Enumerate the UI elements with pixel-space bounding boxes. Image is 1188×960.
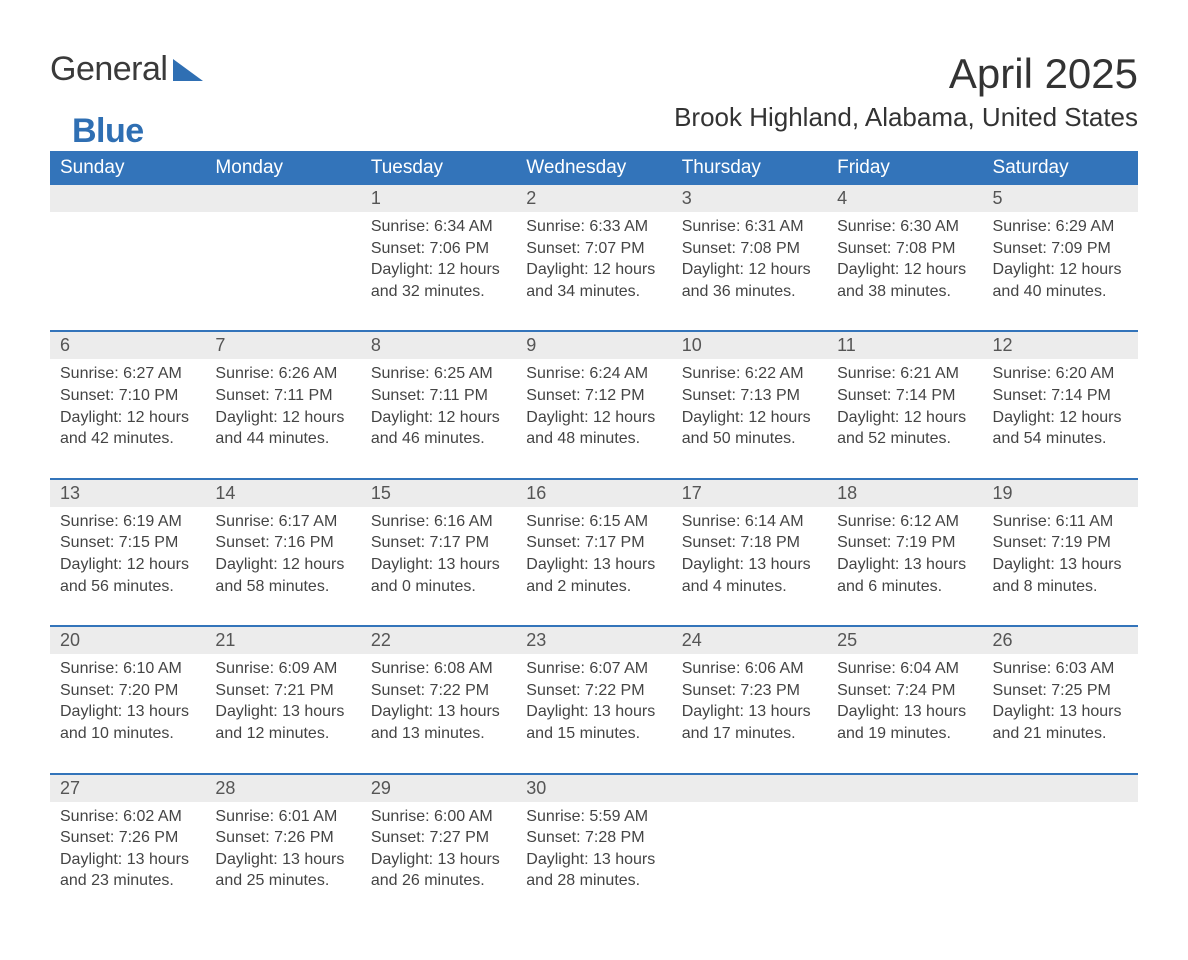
day-detail-cell [983,802,1138,920]
day-detail-cell: Sunrise: 6:21 AMSunset: 7:14 PMDaylight:… [827,359,982,478]
day-detail-cell: Sunrise: 6:34 AMSunset: 7:06 PMDaylight:… [361,212,516,331]
header: General April 2025 [50,50,1138,98]
day-detail-cell: Sunrise: 6:15 AMSunset: 7:17 PMDaylight:… [516,507,671,626]
day-number-row: 27282930 [50,775,1138,802]
day-detail-cell: Sunrise: 6:07 AMSunset: 7:22 PMDaylight:… [516,654,671,773]
day-detail-cell: Sunrise: 5:59 AMSunset: 7:28 PMDaylight:… [516,802,671,920]
day-number-cell: 27 [50,775,205,802]
day-number-cell: 15 [361,480,516,507]
day-number-cell: 18 [827,480,982,507]
day-number-cell: 17 [672,480,827,507]
day-number-cell: 23 [516,627,671,654]
day-detail-cell: Sunrise: 6:20 AMSunset: 7:14 PMDaylight:… [983,359,1138,478]
day-number-cell: 4 [827,185,982,212]
weekday-header: Monday [205,151,360,185]
day-detail-cell: Sunrise: 6:27 AMSunset: 7:10 PMDaylight:… [50,359,205,478]
day-detail-row: Sunrise: 6:10 AMSunset: 7:20 PMDaylight:… [50,654,1138,773]
day-detail-row: Sunrise: 6:27 AMSunset: 7:10 PMDaylight:… [50,359,1138,478]
day-number-cell [827,775,982,802]
weekday-header: Sunday [50,151,205,185]
day-detail-cell: Sunrise: 6:08 AMSunset: 7:22 PMDaylight:… [361,654,516,773]
day-number-cell [983,775,1138,802]
weekday-header: Thursday [672,151,827,185]
day-detail-cell: Sunrise: 6:00 AMSunset: 7:27 PMDaylight:… [361,802,516,920]
day-detail-cell: Sunrise: 6:19 AMSunset: 7:15 PMDaylight:… [50,507,205,626]
day-detail-cell: Sunrise: 6:11 AMSunset: 7:19 PMDaylight:… [983,507,1138,626]
day-detail-cell [205,212,360,331]
day-detail-cell: Sunrise: 6:16 AMSunset: 7:17 PMDaylight:… [361,507,516,626]
day-detail-cell: Sunrise: 6:31 AMSunset: 7:08 PMDaylight:… [672,212,827,331]
weekday-header: Friday [827,151,982,185]
day-number-row: 13141516171819 [50,480,1138,507]
day-detail-cell: Sunrise: 6:26 AMSunset: 7:11 PMDaylight:… [205,359,360,478]
day-number-cell [50,185,205,212]
day-number-cell: 1 [361,185,516,212]
day-number-cell: 19 [983,480,1138,507]
day-number-cell: 14 [205,480,360,507]
weekday-header: Saturday [983,151,1138,185]
day-detail-cell: Sunrise: 6:24 AMSunset: 7:12 PMDaylight:… [516,359,671,478]
day-detail-cell: Sunrise: 6:17 AMSunset: 7:16 PMDaylight:… [205,507,360,626]
day-number-row: 20212223242526 [50,627,1138,654]
day-detail-cell: Sunrise: 6:22 AMSunset: 7:13 PMDaylight:… [672,359,827,478]
calendar-table: Sunday Monday Tuesday Wednesday Thursday… [50,151,1138,920]
day-number-cell [205,185,360,212]
day-number-cell: 22 [361,627,516,654]
logo-text-blue: Blue [72,112,144,151]
day-detail-cell: Sunrise: 6:03 AMSunset: 7:25 PMDaylight:… [983,654,1138,773]
day-number-cell: 10 [672,332,827,359]
weekday-header: Tuesday [361,151,516,185]
weekday-header-row: Sunday Monday Tuesday Wednesday Thursday… [50,151,1138,185]
day-number-cell: 12 [983,332,1138,359]
day-number-cell: 28 [205,775,360,802]
logo-text-general: General [50,50,167,89]
day-detail-cell: Sunrise: 6:14 AMSunset: 7:18 PMDaylight:… [672,507,827,626]
day-detail-cell: Sunrise: 6:30 AMSunset: 7:08 PMDaylight:… [827,212,982,331]
day-number-cell: 25 [827,627,982,654]
day-number-cell: 30 [516,775,671,802]
day-number-cell: 6 [50,332,205,359]
day-detail-cell: Sunrise: 6:29 AMSunset: 7:09 PMDaylight:… [983,212,1138,331]
day-detail-row: Sunrise: 6:34 AMSunset: 7:06 PMDaylight:… [50,212,1138,331]
logo-triangle-icon [173,59,203,81]
day-detail-cell [672,802,827,920]
day-detail-cell: Sunrise: 6:02 AMSunset: 7:26 PMDaylight:… [50,802,205,920]
day-number-cell: 5 [983,185,1138,212]
day-detail-cell: Sunrise: 6:10 AMSunset: 7:20 PMDaylight:… [50,654,205,773]
day-detail-cell: Sunrise: 6:12 AMSunset: 7:19 PMDaylight:… [827,507,982,626]
day-number-cell: 20 [50,627,205,654]
day-number-cell: 7 [205,332,360,359]
page-title: April 2025 [949,50,1138,98]
day-number-cell [672,775,827,802]
day-number-row: 6789101112 [50,332,1138,359]
day-number-cell: 24 [672,627,827,654]
day-number-row: 12345 [50,185,1138,212]
day-detail-row: Sunrise: 6:02 AMSunset: 7:26 PMDaylight:… [50,802,1138,920]
day-detail-cell: Sunrise: 6:06 AMSunset: 7:23 PMDaylight:… [672,654,827,773]
brand-logo: General [50,50,203,89]
day-number-cell: 29 [361,775,516,802]
day-number-cell: 8 [361,332,516,359]
day-number-cell: 11 [827,332,982,359]
day-detail-row: Sunrise: 6:19 AMSunset: 7:15 PMDaylight:… [50,507,1138,626]
day-number-cell: 2 [516,185,671,212]
day-detail-cell: Sunrise: 6:33 AMSunset: 7:07 PMDaylight:… [516,212,671,331]
location-subtitle: Brook Highland, Alabama, United States [674,102,1138,133]
day-number-cell: 21 [205,627,360,654]
day-number-cell: 26 [983,627,1138,654]
day-detail-cell: Sunrise: 6:09 AMSunset: 7:21 PMDaylight:… [205,654,360,773]
day-detail-cell: Sunrise: 6:01 AMSunset: 7:26 PMDaylight:… [205,802,360,920]
day-detail-cell [50,212,205,331]
calendar-body: 12345Sunrise: 6:34 AMSunset: 7:06 PMDayl… [50,185,1138,920]
day-number-cell: 9 [516,332,671,359]
day-detail-cell [827,802,982,920]
day-detail-cell: Sunrise: 6:04 AMSunset: 7:24 PMDaylight:… [827,654,982,773]
day-number-cell: 16 [516,480,671,507]
day-detail-cell: Sunrise: 6:25 AMSunset: 7:11 PMDaylight:… [361,359,516,478]
day-number-cell: 13 [50,480,205,507]
weekday-header: Wednesday [516,151,671,185]
day-number-cell: 3 [672,185,827,212]
